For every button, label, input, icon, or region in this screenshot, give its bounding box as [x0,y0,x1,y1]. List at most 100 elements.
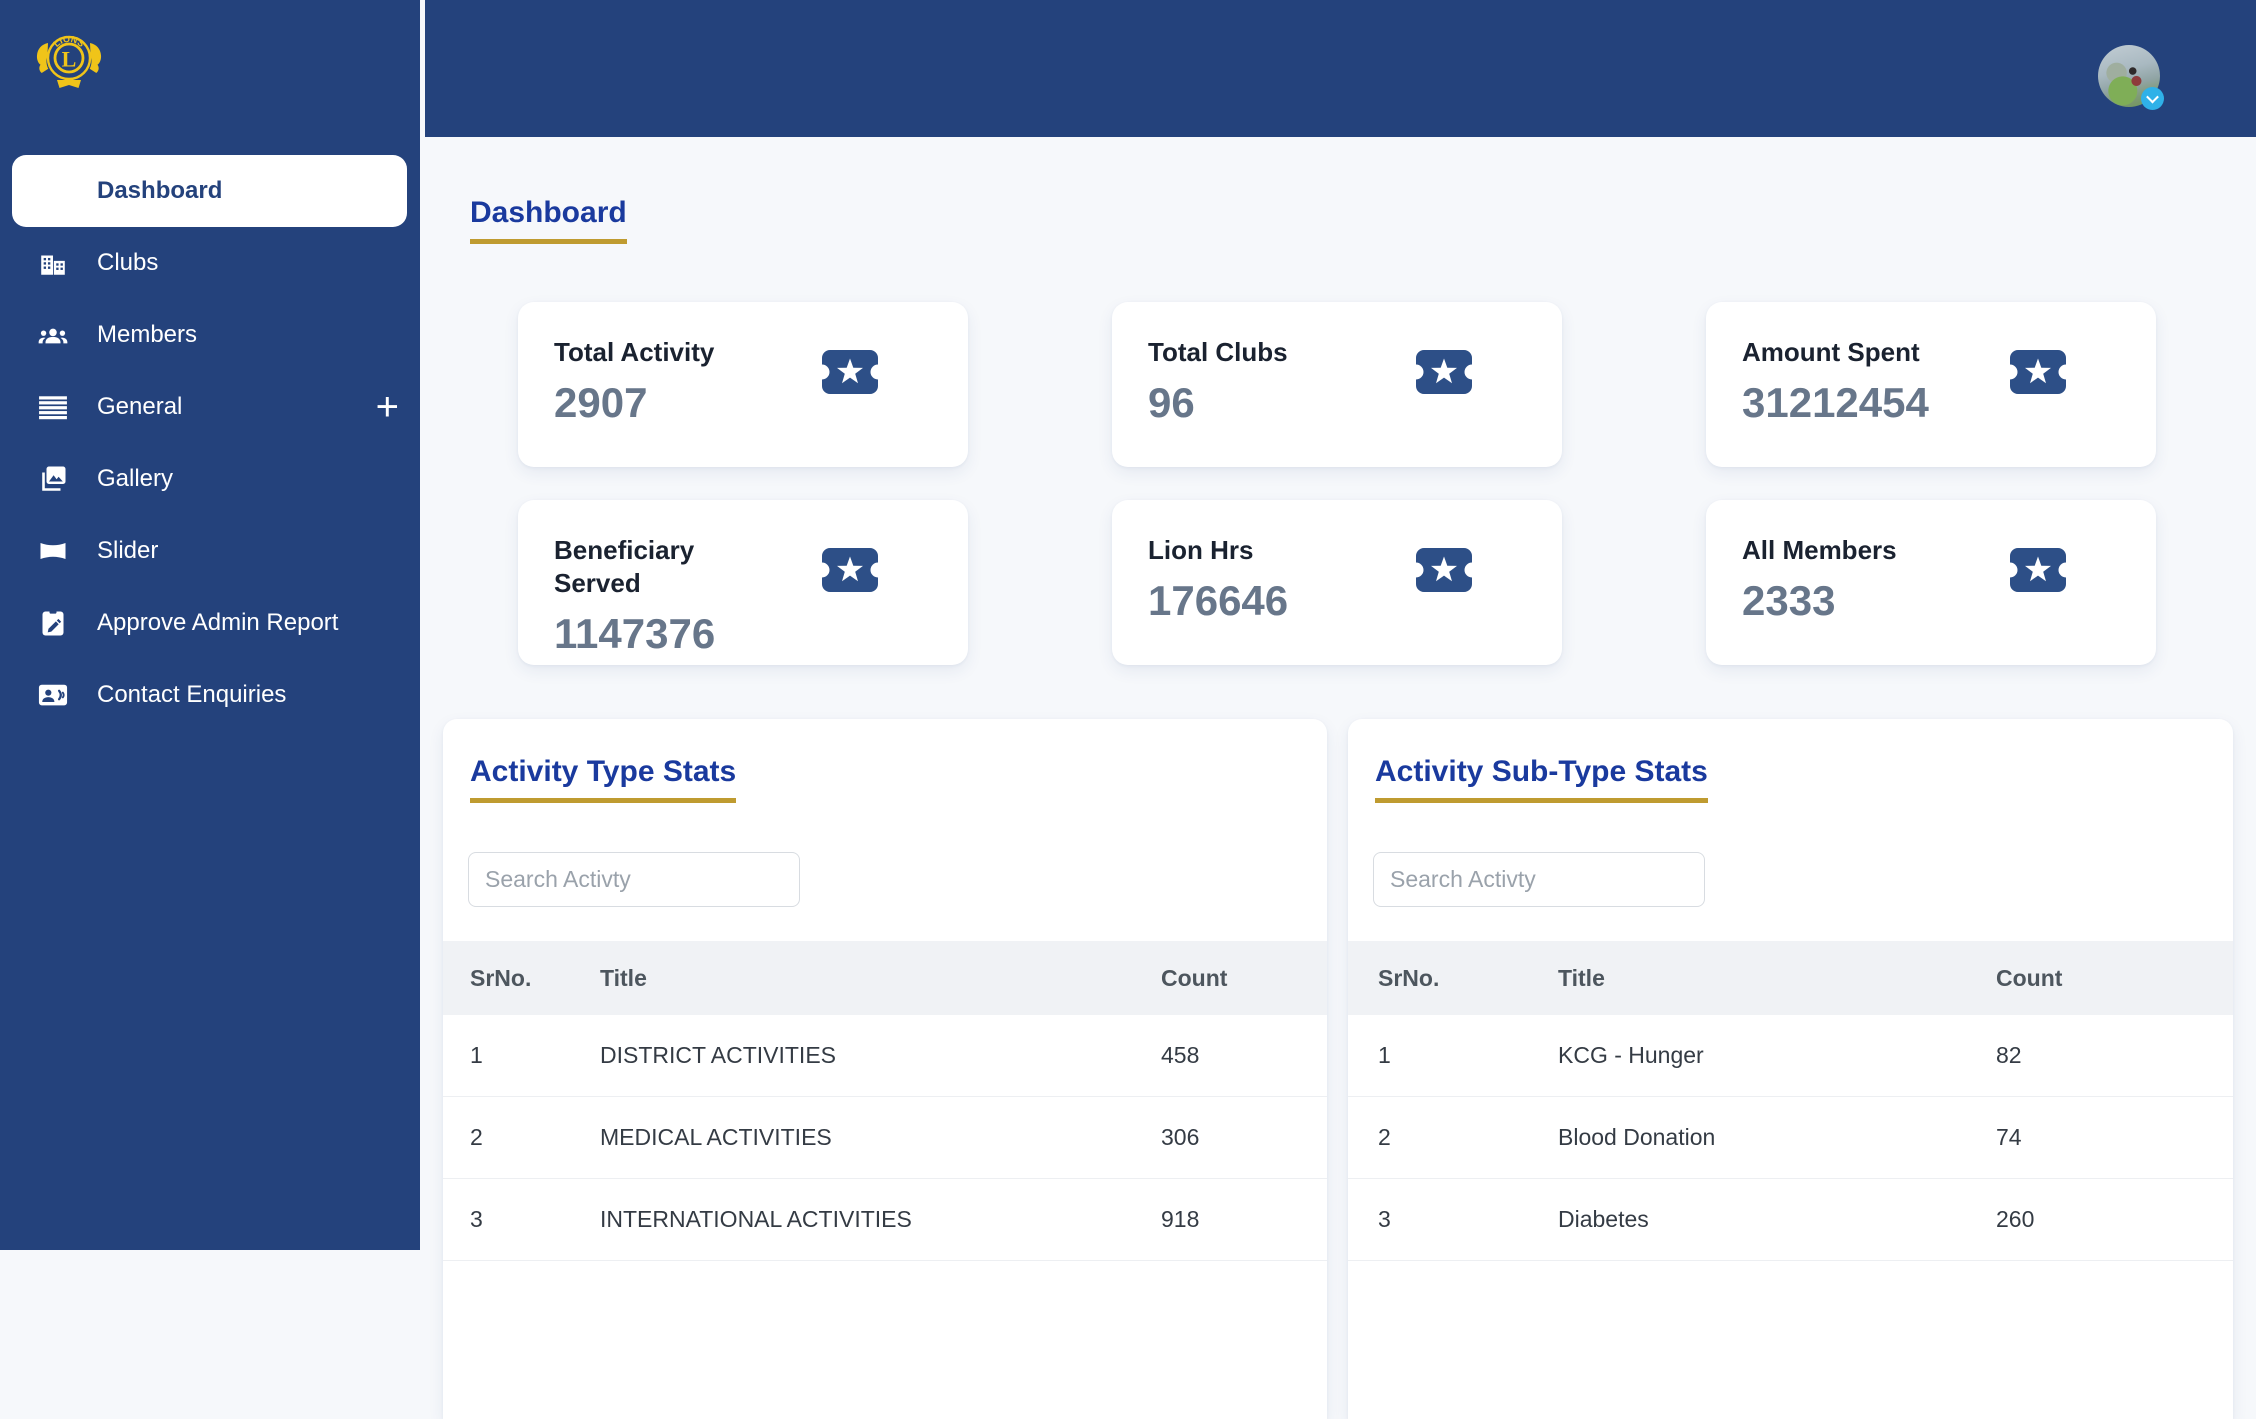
stat-card-lion-hrs: Lion Hrs 176646 [1112,500,1562,665]
stat-card-total-clubs: Total Clubs 96 [1112,302,1562,467]
building-icon [38,248,68,278]
sidebar-item-approve-admin-report[interactable]: Approve Admin Report [0,587,420,659]
gallery-icon [38,464,68,494]
stats-tables: Activity Type Stats SrNo. Title Count 1 … [443,719,2233,1419]
list-icon [38,392,68,422]
cell-srno: 2 [1378,1124,1391,1150]
table-row: 2 MEDICAL ACTIVITIES 306 [443,1097,1327,1179]
table-header: SrNo. Title Count [1348,941,2233,1015]
table-row [1348,1261,2233,1343]
user-avatar[interactable] [2098,45,2164,110]
sidebar-item-dashboard[interactable]: Dashboard [12,155,407,227]
table-header: SrNo. Title Count [443,941,1327,1015]
clipboard-edit-icon [38,608,68,638]
contact-phone-icon [38,680,68,710]
cell-srno: 1 [1378,1042,1391,1068]
sidebar-item-label: Dashboard [97,177,223,204]
stat-value: 1147376 [554,610,716,657]
cell-srno: 3 [1378,1206,1391,1232]
cell-count: 918 [1161,1206,1200,1232]
expand-plus-icon[interactable]: + [375,385,399,429]
star-ticket-icon [2010,548,2066,592]
star-ticket-icon [1416,548,1472,592]
column-header: Title [600,964,647,991]
table-row: 3 INTERNATIONAL ACTIVITIES 918 [443,1179,1327,1261]
sidebar-item-general[interactable]: General + [0,371,420,443]
sidebar-item-label: Members [97,321,198,348]
cell-title: DISTRICT ACTIVITIES [600,1042,836,1068]
stat-value: 96 [1148,379,1195,426]
column-header: SrNo. [470,964,532,991]
search-input[interactable] [468,852,800,907]
page-title: Dashboard [470,195,627,244]
table-row [443,1261,1327,1343]
stat-value: 2907 [554,379,648,426]
sidebar-item-label: Approve Admin Report [97,609,339,636]
stat-label: Total Activity [554,337,715,367]
section-title: Activity Sub-Type Stats [1375,755,1708,803]
column-header: Count [1996,964,2063,991]
cell-count: 306 [1161,1124,1200,1150]
cell-title: MEDICAL ACTIVITIES [600,1124,832,1150]
column-header: Title [1558,964,1605,991]
cell-count: 260 [1996,1206,2035,1232]
stats-grid: Total Activity 2907 Total Clubs 96 Amoun… [518,302,2156,665]
star-ticket-icon [822,548,878,592]
cell-title: KCG - Hunger [1558,1042,1704,1068]
stat-label: Beneficiary Served [554,535,695,598]
stat-label: Lion Hrs [1148,535,1254,565]
star-ticket-icon [822,350,878,394]
sidebar-item-label: Clubs [97,249,159,276]
column-header: Count [1161,964,1228,991]
stat-card-total-activity: Total Activity 2907 [518,302,968,467]
sidebar-item-slider[interactable]: Slider [0,515,420,587]
sidebar: L LIONS Dashboard [0,0,420,1250]
sidebar-nav: Dashboard Clubs [0,155,420,731]
sidebar-item-label: Gallery [97,465,174,492]
cell-srno: 2 [470,1124,483,1150]
star-ticket-icon [1416,350,1472,394]
stat-label: All Members [1742,535,1897,565]
stat-label: Amount Spent [1742,337,1920,367]
main-content: Dashboard Total Activity 2907 Total Club… [425,137,2256,1419]
chevron-down-icon [2141,87,2164,110]
star-ticket-icon [2010,350,2066,394]
search-input[interactable] [1373,852,1705,907]
sidebar-item-contact-enquiries[interactable]: Contact Enquiries [0,659,420,731]
stat-card-amount-spent: Amount Spent 31212454 [1706,302,2156,467]
activity-type-stats-card: Activity Type Stats SrNo. Title Count 1 … [443,719,1327,1419]
cell-title: Diabetes [1558,1206,1649,1232]
panorama-icon [38,536,68,566]
stat-value: 31212454 [1742,379,1929,426]
cell-srno: 1 [470,1042,483,1068]
sidebar-item-label: Slider [97,537,159,564]
top-navbar [425,0,2256,137]
sidebar-item-gallery[interactable]: Gallery [0,443,420,515]
cell-title: Blood Donation [1558,1124,1716,1150]
sidebar-item-label: Contact Enquiries [97,681,287,708]
sidebar-item-members[interactable]: Members [0,299,420,371]
stat-card-beneficiary-served: Beneficiary Served 1147376 [518,500,968,665]
column-header: SrNo. [1378,964,1440,991]
cell-count: 82 [1996,1042,2022,1068]
table-row: 1 DISTRICT ACTIVITIES 458 [443,1015,1327,1097]
activity-subtype-stats-card: Activity Sub-Type Stats SrNo. Title Coun… [1348,719,2233,1419]
stat-value: 2333 [1742,577,1836,624]
cell-title: INTERNATIONAL ACTIVITIES [600,1206,912,1232]
section-title: Activity Type Stats [470,755,737,803]
cell-count: 74 [1996,1124,2022,1150]
stat-label: Total Clubs [1148,337,1288,367]
sidebar-item-clubs[interactable]: Clubs [0,227,420,299]
svg-text:LIONS: LIONS [52,34,87,49]
stat-value: 176646 [1148,577,1289,624]
svg-text:L: L [62,47,77,72]
group-icon [38,320,68,350]
cell-count: 458 [1161,1042,1200,1068]
cell-srno: 3 [470,1206,483,1232]
sidebar-item-label: General [97,393,183,420]
lions-logo: L LIONS [28,26,110,100]
table-row: 1 KCG - Hunger 82 [1348,1015,2233,1097]
table-row: 3 Diabetes 260 [1348,1179,2233,1261]
table-row: 2 Blood Donation 74 [1348,1097,2233,1179]
stat-card-all-members: All Members 2333 [1706,500,2156,665]
